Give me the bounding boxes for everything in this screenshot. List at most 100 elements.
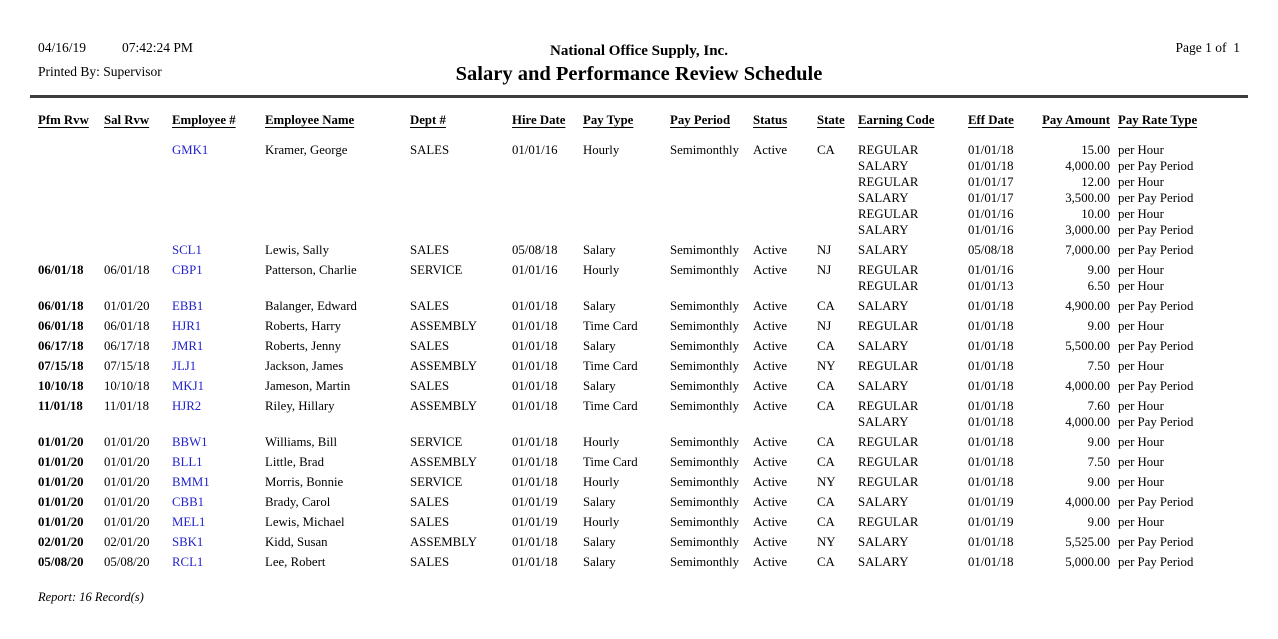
pay-amount-cell: 12.00: [1081, 175, 1110, 189]
hire-date-cell: 01/01/18: [512, 319, 558, 333]
earning-code-cell: REGULAR: [858, 143, 919, 157]
hire-date-cell: 01/01/18: [512, 339, 558, 353]
employee-record: 05/08/20 05/08/20 RCL1 Lee, Robert SALES 01/0…: [38, 554, 1223, 570]
pfm-rvw-cell: 01/01/20: [38, 495, 84, 509]
print-datetime: 04/16/19 07:42:24 PM: [38, 40, 193, 56]
earning-code-cell: REGULAR: [858, 207, 919, 221]
eff-date-cell: 01/01/18: [968, 415, 1014, 429]
hire-date-cell: [512, 278, 583, 294]
hire-date-cell: 01/01/16: [512, 143, 558, 157]
pay-period-cell: Semimonthly: [670, 319, 739, 333]
employee-name-cell: [265, 414, 410, 430]
earning-code-cell: SALARY: [858, 415, 909, 429]
employee-id-link[interactable]: JMR1: [172, 339, 204, 353]
employee-id-link[interactable]: GMK1: [172, 143, 209, 157]
status-cell: Active: [753, 359, 788, 373]
employee-id-link[interactable]: SBK1: [172, 535, 204, 549]
employee-id-link[interactable]: MKJ1: [172, 379, 204, 393]
column-header: Earning Code: [858, 113, 935, 127]
printed-by-label: Printed By:: [38, 64, 100, 79]
state-cell: CA: [817, 555, 835, 569]
pfm-rvw-cell: [38, 158, 104, 174]
pay-rate-type-cell: per Hour: [1118, 359, 1164, 373]
employee-id-link[interactable]: HJR1: [172, 319, 202, 333]
employee-record: 07/15/18 07/15/18 JLJ1 Jackson, James ASSEMB…: [38, 358, 1223, 374]
record-count-summary: Report: 16 Record(s): [38, 590, 144, 604]
eff-date-cell: 01/01/19: [968, 495, 1014, 509]
column-header: Pay Period: [670, 113, 731, 127]
earning-line: SALARY 01/01/18 4,000.00 per Pay Period: [38, 414, 1223, 430]
employee-id-link[interactable]: MEL1: [172, 515, 206, 529]
pay-type-cell: [583, 414, 670, 430]
pfm-rvw-cell: [38, 414, 104, 430]
pay-amount-cell: 6.50: [1087, 279, 1110, 293]
employee-name-cell: Lewis, Sally: [265, 243, 329, 257]
status-cell: Active: [753, 243, 788, 257]
dept-cell: [410, 222, 512, 238]
earning-code-cell: SALARY: [858, 339, 909, 353]
employee-id-link[interactable]: BMM1: [172, 475, 210, 489]
pay-amount-cell: 15.00: [1081, 143, 1110, 157]
status-cell: Active: [753, 455, 788, 469]
sal-rvw-cell: [104, 158, 172, 174]
pay-rate-type-cell: per Pay Period: [1118, 299, 1194, 313]
status-cell: Active: [753, 495, 788, 509]
pay-rate-type-cell: per Hour: [1118, 475, 1164, 489]
employee-id-link[interactable]: SCL1: [172, 243, 202, 257]
employee-id-link[interactable]: BBW1: [172, 435, 208, 449]
sal-rvw-cell: 06/17/18: [104, 339, 150, 353]
pay-amount-cell: 4,900.00: [1065, 299, 1110, 313]
employee-name-cell: [265, 222, 410, 238]
employee-id-link[interactable]: RCL1: [172, 555, 204, 569]
pfm-rvw-cell: 06/01/18: [38, 319, 84, 333]
state-cell: [817, 190, 858, 206]
pay-rate-type-cell: per Hour: [1118, 435, 1164, 449]
pfm-rvw-cell: 01/01/20: [38, 515, 84, 529]
pay-rate-type-cell: per Hour: [1118, 279, 1164, 293]
dept-cell: [410, 174, 512, 190]
pay-period-cell: Semimonthly: [670, 399, 739, 413]
hire-date-cell: 01/01/18: [512, 379, 558, 393]
eff-date-cell: 01/01/17: [968, 175, 1014, 189]
sal-rvw-cell: [104, 190, 172, 206]
pay-rate-type-cell: per Pay Period: [1118, 555, 1194, 569]
pay-rate-type-cell: per Hour: [1118, 455, 1164, 469]
employee-id-link[interactable]: JLJ1: [172, 359, 197, 373]
employee-id-link[interactable]: HJR2: [172, 399, 202, 413]
pay-rate-type-cell: per Pay Period: [1118, 415, 1194, 429]
hire-date-cell: 01/01/18: [512, 555, 558, 569]
earning-code-cell: REGULAR: [858, 515, 919, 529]
employee-name-cell: Roberts, Jenny: [265, 339, 342, 353]
dept-cell: SALES: [410, 299, 450, 313]
eff-date-cell: 01/01/16: [968, 263, 1014, 277]
state-cell: NY: [817, 475, 836, 489]
column-header: State: [817, 113, 845, 127]
employee-id-link[interactable]: BLL1: [172, 455, 203, 469]
pay-rate-type-cell: per Pay Period: [1118, 159, 1194, 173]
record-line: 07/15/18 07/15/18 JLJ1 Jackson, James ASSEMB…: [38, 358, 1223, 374]
hire-date-cell: 01/01/18: [512, 475, 558, 489]
pay-amount-cell: 9.00: [1087, 263, 1110, 277]
status-cell: [753, 278, 817, 294]
employee-name-cell: Brady, Carol: [265, 495, 331, 509]
employee-id-link[interactable]: EBB1: [172, 299, 204, 313]
sal-rvw-cell: [104, 242, 172, 258]
print-time: 07:42:24 PM: [122, 40, 193, 55]
earning-code-cell: REGULAR: [858, 359, 919, 373]
sal-rvw-cell: 10/10/18: [104, 379, 150, 393]
employee-id-link: [172, 190, 265, 206]
table-body: GMK1 Kramer, George SALES 01/01/16 Hourly Sem…: [38, 142, 1223, 570]
sal-rvw-cell: 06/01/18: [104, 263, 150, 277]
pay-rate-type-cell: per Pay Period: [1118, 243, 1194, 257]
employee-id-link[interactable]: CBP1: [172, 263, 203, 277]
record-line: GMK1 Kramer, George SALES 01/01/16 Hourly Sem…: [38, 142, 1223, 158]
dept-cell: [410, 158, 512, 174]
pfm-rvw-cell: 05/08/20: [38, 555, 84, 569]
pay-amount-cell: 4,000.00: [1065, 415, 1110, 429]
eff-date-cell: 01/01/18: [968, 143, 1014, 157]
earning-code-cell: SALARY: [858, 223, 909, 237]
pay-amount-cell: 4,000.00: [1065, 495, 1110, 509]
pay-rate-type-cell: per Hour: [1118, 207, 1164, 221]
employee-id-link[interactable]: CBB1: [172, 495, 205, 509]
employee-record: 10/10/18 10/10/18 MKJ1 Jameson, Martin SALES…: [38, 378, 1223, 394]
